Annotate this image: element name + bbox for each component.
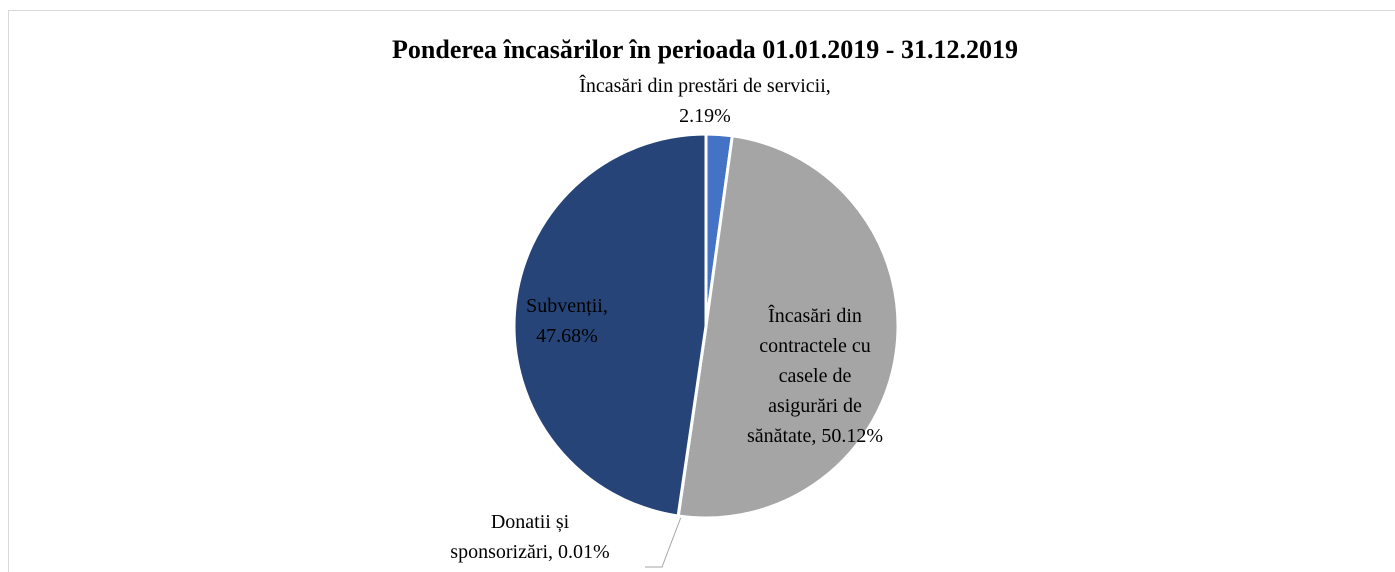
chart-title: Ponderea încasărilor în perioada 01.01.2…	[392, 35, 1018, 64]
data-label: Încasări din prestări de servicii, 2.19%	[579, 74, 831, 127]
leader-line	[645, 516, 682, 568]
pie-slice	[512, 132, 708, 518]
pie-slice	[676, 134, 900, 520]
data-label: Donatii și sponsorizări, 0.01%	[450, 511, 609, 563]
data-label: Subvenții, 47.68%	[526, 295, 608, 347]
data-label: Încasări din contractele cu casele de asigu…	[747, 304, 883, 447]
